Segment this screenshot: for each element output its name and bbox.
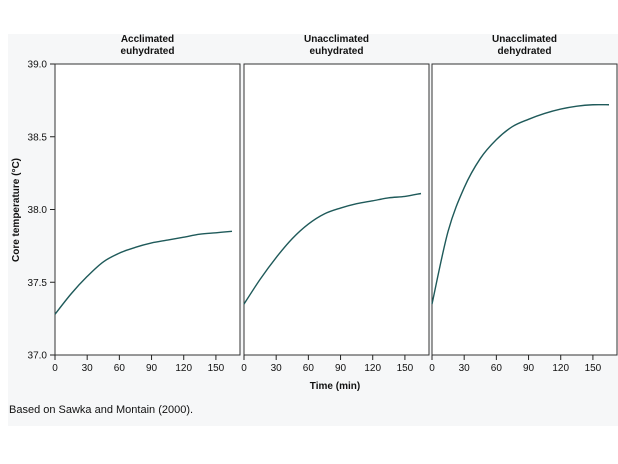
y-tick-label: 38.5	[28, 132, 48, 143]
x-tick-label: 150	[208, 363, 225, 374]
series-line	[431, 103, 610, 305]
panel-title-line: dehydrated	[498, 46, 552, 57]
x-tick-label: 0	[241, 363, 247, 374]
x-tick-label: 60	[114, 363, 126, 374]
y-tick-label: 37.5	[28, 278, 48, 289]
x-tick-label: 150	[585, 363, 602, 374]
y-axis-title: Core temperature (°C)	[11, 158, 22, 262]
y-tick-label: 37.0	[28, 351, 48, 362]
x-tick-label: 90	[523, 363, 535, 374]
y-tick-label: 39.0	[28, 60, 48, 71]
y-axis: 37.0 37.5 38.0 38.5 39.0	[28, 60, 55, 362]
x-tick-label: 120	[175, 363, 192, 374]
x-tick-label: 120	[552, 363, 569, 374]
series-line	[54, 230, 233, 315]
x-tick-label: 60	[303, 363, 315, 374]
series-line	[243, 192, 422, 305]
panel-title-line: euhydrated	[310, 46, 364, 57]
x-tick-label: 0	[52, 363, 58, 374]
y-tick-label: 38.0	[28, 205, 48, 216]
panel-title-line: euhydrated	[121, 46, 175, 57]
x-tick-label: 120	[364, 363, 381, 374]
panel-title-line: Acclimated	[121, 34, 174, 45]
x-tick-label: 30	[271, 363, 283, 374]
panel-title-line: Unacclimated	[492, 34, 557, 45]
x-axis-title: Time (min)	[310, 381, 360, 392]
x-tick-label: 90	[146, 363, 158, 374]
x-tick-label: 60	[491, 363, 503, 374]
x-tick-label: 30	[82, 363, 94, 374]
panel-frame	[54, 63, 241, 356]
x-tick-label: 0	[429, 363, 435, 374]
x-tick-label: 90	[335, 363, 347, 374]
x-tick-label: 30	[459, 363, 471, 374]
x-tick-label: 150	[397, 363, 414, 374]
source-caption: Based on Sawka and Montain (2000).	[9, 404, 194, 416]
panel-frame	[431, 63, 618, 356]
panel-title-line: Unacclimated	[304, 34, 369, 45]
